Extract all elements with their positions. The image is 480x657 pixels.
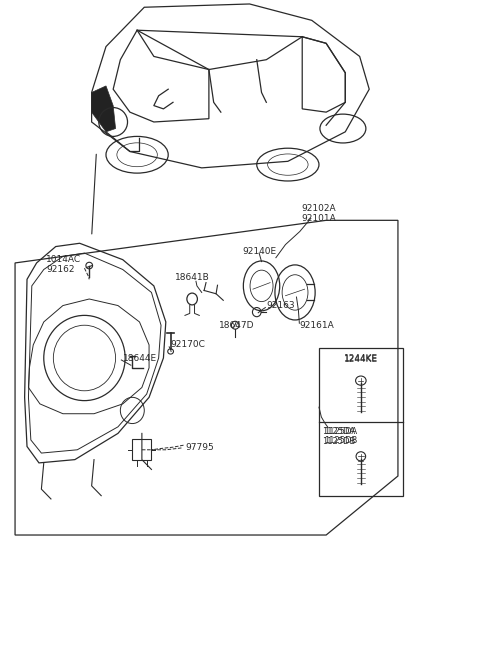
Text: 1125DB: 1125DB [324,436,357,445]
Text: 18644E: 18644E [123,353,157,363]
Text: 18641B: 18641B [175,273,210,282]
Text: 92140E: 92140E [242,246,276,256]
Text: 92102A
92101A: 92102A 92101A [301,204,336,223]
Text: 1125DA: 1125DA [324,427,357,436]
Text: 92161A: 92161A [300,321,335,330]
Bar [319,348,403,495]
Text: 1125DA
1125DB: 1125DA 1125DB [323,427,356,446]
Text: 92163: 92163 [266,301,295,310]
Text: 18647D: 18647D [218,321,254,330]
Text: 1244KE: 1244KE [344,355,378,364]
Text: 1244KE: 1244KE [344,353,378,363]
Text: 92170C: 92170C [170,340,205,350]
Polygon shape [92,86,116,132]
Text: 1014AC
92162: 1014AC 92162 [46,254,81,274]
Text: 97795: 97795 [185,443,214,452]
